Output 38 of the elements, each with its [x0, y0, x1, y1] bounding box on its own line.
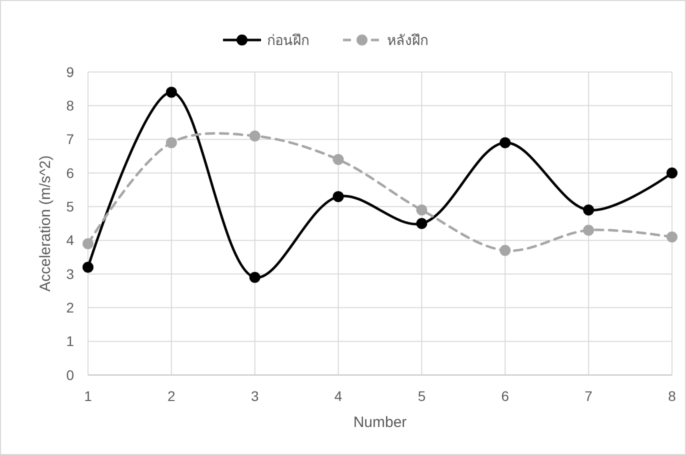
x-tick-label: 6 — [501, 388, 510, 404]
point — [332, 191, 344, 202]
x-tick-label: 5 — [418, 388, 426, 404]
x-axis-title: Number — [353, 414, 407, 431]
legend-label: หลังฝึก — [387, 32, 428, 48]
y-axis-title: Acceleration (m/s^2) — [37, 155, 54, 292]
point — [82, 262, 94, 273]
x-tick-label: 4 — [334, 388, 342, 404]
point — [666, 168, 678, 178]
x-tick-label: 8 — [668, 388, 676, 404]
x-tick-label: 2 — [168, 388, 176, 404]
point — [249, 272, 260, 283]
y-tick-label: 6 — [66, 164, 74, 181]
y-tick-label: 1 — [66, 333, 74, 350]
point — [416, 204, 428, 216]
y-tick-label: 9 — [66, 64, 74, 80]
point — [666, 231, 678, 242]
point — [249, 130, 260, 142]
point — [166, 86, 177, 98]
point — [500, 137, 511, 148]
y-tick-label: 5 — [66, 198, 74, 215]
x-tick-label: 1 — [84, 388, 92, 404]
y-tick-label: 7 — [66, 131, 74, 148]
point — [583, 204, 594, 216]
x-tick-label: 3 — [250, 388, 259, 404]
point — [416, 218, 428, 229]
y-tick-label: 2 — [66, 300, 74, 316]
y-tick-label: 4 — [66, 232, 74, 248]
y-tick-label: 0 — [66, 366, 74, 383]
point — [82, 238, 94, 250]
legend-label: ก่อนฝึก — [267, 32, 309, 48]
y-tick-label: 3 — [66, 266, 74, 282]
point — [583, 224, 594, 236]
x-tick-label: 7 — [584, 388, 593, 404]
point — [500, 244, 511, 256]
y-tick-label: 8 — [66, 98, 74, 114]
point — [332, 154, 344, 166]
point — [166, 137, 177, 148]
